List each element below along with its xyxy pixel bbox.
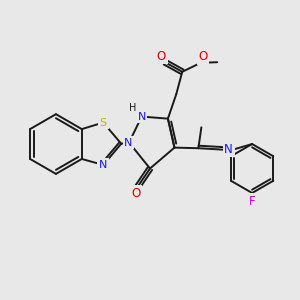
Text: N: N <box>124 137 133 148</box>
Text: O: O <box>131 187 141 200</box>
Text: H: H <box>129 103 136 112</box>
Text: O: O <box>199 50 208 63</box>
Text: F: F <box>249 195 255 208</box>
Text: O: O <box>157 50 166 63</box>
Text: N: N <box>99 160 107 170</box>
Text: S: S <box>100 118 107 128</box>
Text: N: N <box>137 112 146 122</box>
Text: N: N <box>224 142 233 156</box>
